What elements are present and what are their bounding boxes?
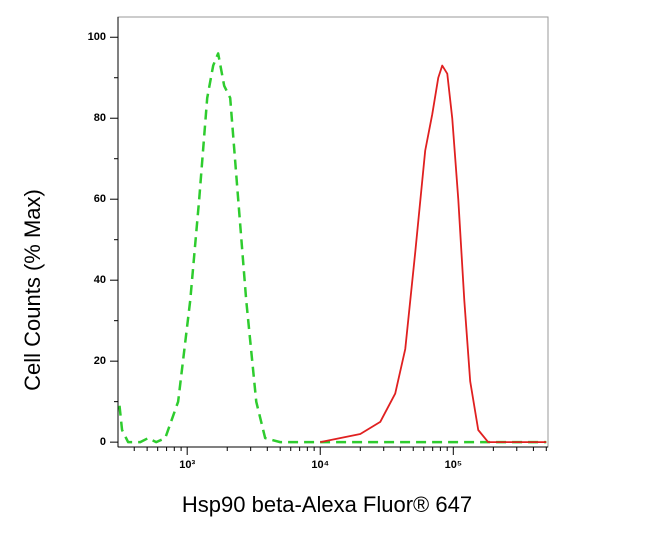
y-axis-label: Cell Counts (% Max) (20, 189, 45, 391)
x-tick-label: 10⁵ (445, 459, 462, 471)
y-tick-label: 80 (94, 112, 106, 124)
x-tick-label: 10³ (179, 459, 195, 471)
y-tick-label: 20 (94, 355, 106, 367)
x-axis-label: Hsp90 beta-Alexa Fluor® 647 (182, 492, 472, 517)
y-tick-label: 40 (94, 274, 106, 286)
y-tick-label: 60 (94, 193, 106, 205)
y-tick-label: 0 (100, 436, 106, 448)
histogram-line (320, 64, 547, 444)
plot-frame (117, 16, 549, 448)
histogram-line (118, 52, 547, 444)
y-tick-label: 100 (88, 31, 106, 43)
x-tick-label: 10⁴ (311, 459, 329, 471)
